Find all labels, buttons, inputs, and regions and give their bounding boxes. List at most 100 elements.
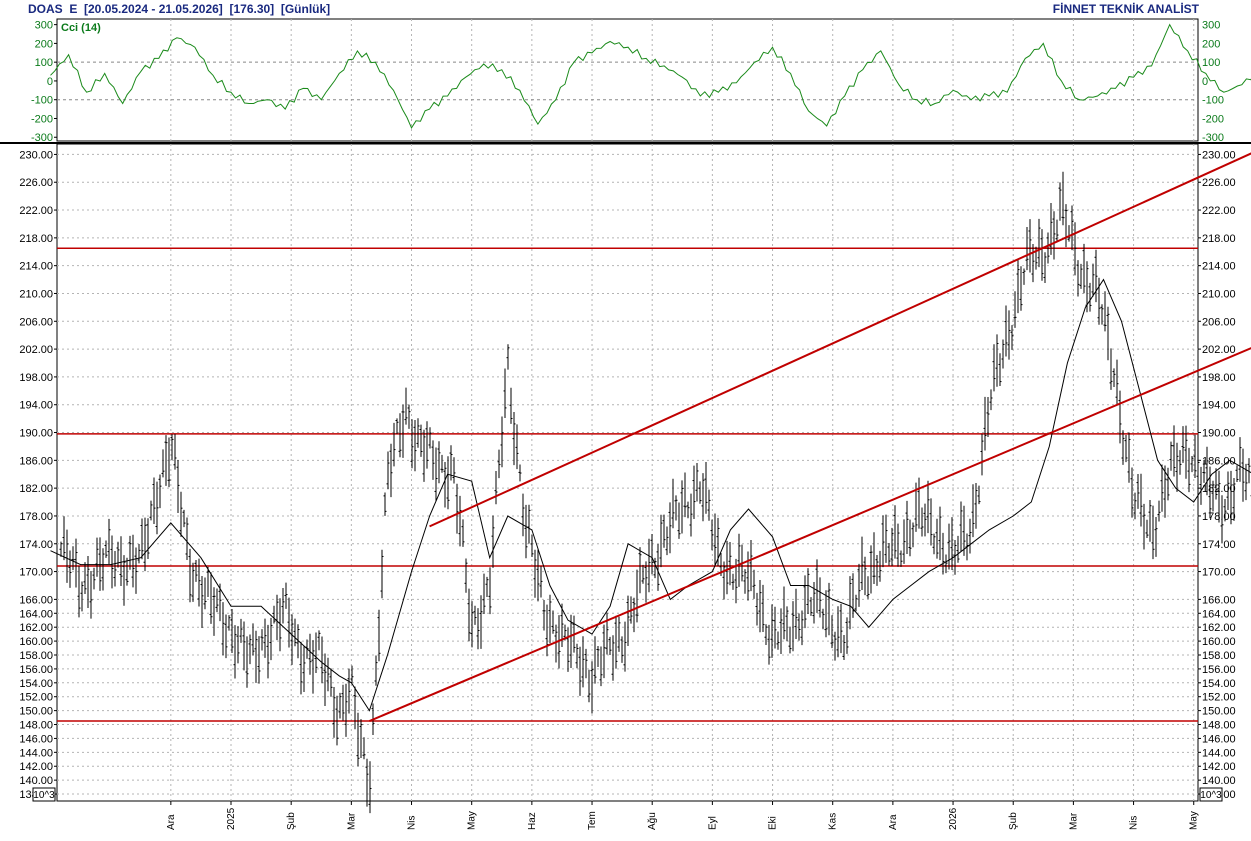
price-tick-right: 230.00 (1202, 149, 1236, 161)
chart-header: DOAS E [20.05.2024 - 21.05.2026] [176.30… (28, 2, 330, 16)
price-tick-right: 166.00 (1202, 594, 1236, 606)
price-tick-left: 148.00 (19, 720, 53, 732)
price-tick-right: 144.00 (1202, 747, 1236, 759)
trend-channel-upper (429, 152, 1251, 528)
x-axis: Ara 2025 Şub Mar Nis May Haz Tem Ağu Eyl Eki Kas Ara… (166, 801, 1200, 830)
cci-tick-left: -100 (31, 95, 53, 107)
cci-tick-right: 100 (1202, 57, 1220, 69)
price-tick-right: 152.00 (1202, 692, 1236, 704)
cci-tick-left: 200 (35, 38, 53, 50)
scale-badge-left: 10^3 (32, 787, 56, 802)
scale-badge-right-text: 10^3 (1200, 790, 1222, 801)
price-tick-left: 186.00 (19, 455, 53, 467)
x-tick-label: Ara (888, 814, 899, 830)
price-tick-right: 206.00 (1202, 316, 1236, 328)
price-tick-left: 190.00 (19, 428, 53, 440)
price-tick-left: 166.00 (19, 594, 53, 606)
ohlc-bars (59, 171, 1251, 814)
price-tick-left: 214.00 (19, 261, 53, 273)
price-tick-left: 198.00 (19, 372, 53, 384)
x-tick-label: Eki (768, 816, 779, 830)
price-tick-right: 222.00 (1202, 205, 1236, 217)
price-tick-left: 154.00 (19, 678, 53, 690)
price-tick-right: 140.00 (1202, 775, 1236, 787)
price-tick-right: 174.00 (1202, 539, 1236, 551)
price-tick-right: 218.00 (1202, 233, 1236, 245)
price-tick-left: 158.00 (19, 650, 53, 662)
x-tick-label: Mar (346, 812, 357, 830)
cci-series-line (50, 23, 1251, 129)
cci-tick-right: 300 (1202, 20, 1220, 32)
x-tick-label: Ara (166, 814, 177, 830)
price-tick-right: 160.00 (1202, 636, 1236, 648)
x-tick-label: 2026 (948, 807, 959, 830)
price-tick-left: 170.00 (19, 567, 53, 579)
x-tick-label: Nis (1129, 816, 1140, 830)
cci-tick-left: -200 (31, 113, 53, 125)
support-resistance-lines (57, 247, 1198, 722)
price-tick-right: 150.00 (1202, 706, 1236, 718)
price-tick-left: 162.00 (19, 622, 53, 634)
price-tick-right: 210.00 (1202, 288, 1236, 300)
grid-lines (57, 19, 1198, 801)
price-tick-right: 226.00 (1202, 177, 1236, 189)
vendor-title: FİNNET TEKNİK ANALİST (1052, 2, 1199, 16)
trend-channel-lower (369, 347, 1251, 722)
price-tick-right: 194.00 (1202, 400, 1236, 412)
cci-tick-right: -300 (1202, 132, 1224, 144)
price-tick-left: 178.00 (19, 511, 53, 523)
header-period: [Günlük] (280, 2, 331, 16)
x-tick-label: May (1189, 811, 1200, 830)
price-tick-right: 158.00 (1202, 650, 1236, 662)
price-tick-right: 186.00 (1202, 455, 1236, 467)
price-tick-right: 202.00 (1202, 344, 1236, 356)
price-tick-right: 214.00 (1202, 261, 1236, 273)
price-tick-right: 142.00 (1202, 761, 1236, 773)
cci-tick-left: -300 (31, 132, 53, 144)
price-tick-left: 218.00 (19, 233, 53, 245)
header-range: [20.05.2024 - 21.05.2026] (84, 2, 223, 16)
moving-average-line (50, 278, 1251, 712)
price-tick-left: 152.00 (19, 692, 53, 704)
price-tick-left: 226.00 (19, 177, 53, 189)
price-tick-left: 230.00 (19, 149, 53, 161)
cci-tick-right: -100 (1202, 95, 1224, 107)
price-tick-right: 190.00 (1202, 428, 1236, 440)
x-tick-label: Haz (527, 812, 538, 830)
cci-label: Cci (14) (61, 22, 101, 34)
price-tick-left: 174.00 (19, 539, 53, 551)
price-tick-right: 162.00 (1202, 622, 1236, 634)
price-tick-right: 198.00 (1202, 372, 1236, 384)
x-tick-label: Ağu (647, 812, 658, 830)
price-tick-right: 148.00 (1202, 720, 1236, 732)
price-tick-left: 144.00 (19, 747, 53, 759)
cci-tick-right: 200 (1202, 38, 1220, 50)
cci-tick-right: 0 (1202, 76, 1208, 88)
cci-y-axis: 300 300 200 200 100 100 0 0 -100 -100 -200 -200 -300… (31, 20, 1224, 145)
price-tick-left: 182.00 (19, 483, 53, 495)
price-tick-left: 146.00 (19, 733, 53, 745)
cci-tick-left: 100 (35, 57, 53, 69)
x-tick-label: Kas (828, 813, 839, 830)
price-tick-left: 160.00 (19, 636, 53, 648)
price-tick-left: 222.00 (19, 205, 53, 217)
scale-badge-left-text: 10^3 (33, 790, 55, 801)
price-tick-left: 206.00 (19, 316, 53, 328)
price-tick-left: 150.00 (19, 706, 53, 718)
x-tick-label: Eyl (707, 816, 718, 830)
x-tick-label: Nis (407, 816, 418, 830)
price-tick-left: 142.00 (19, 761, 53, 773)
header-symbol: DOAS E (28, 2, 78, 16)
price-tick-right: 146.00 (1202, 733, 1236, 745)
price-tick-left: 194.00 (19, 400, 53, 412)
price-tick-left: 140.00 (19, 775, 53, 787)
scale-badge-right: 10^3 (1199, 787, 1223, 802)
cci-tick-left: 0 (47, 76, 53, 88)
header-last: [176.30] (229, 2, 275, 16)
price-tick-left: 164.00 (19, 608, 53, 620)
cci-tick-right: -200 (1202, 113, 1224, 125)
trend-channel (369, 152, 1251, 722)
x-tick-label: May (467, 811, 478, 830)
x-tick-label: 2025 (226, 807, 237, 830)
